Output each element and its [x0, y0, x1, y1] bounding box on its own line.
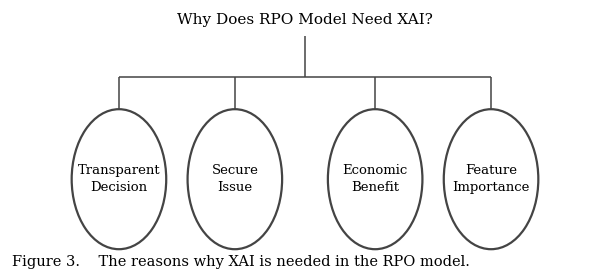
Text: Figure 3.    The reasons why XAI is needed in the RPO model.: Figure 3. The reasons why XAI is needed … [12, 255, 470, 269]
Ellipse shape [72, 109, 166, 249]
Text: Economic
Benefit: Economic Benefit [343, 164, 407, 194]
Ellipse shape [444, 109, 539, 249]
Ellipse shape [328, 109, 422, 249]
Text: Why Does RPO Model Need XAI?: Why Does RPO Model Need XAI? [177, 13, 433, 27]
Ellipse shape [188, 109, 282, 249]
Text: Feature
Importance: Feature Importance [453, 164, 529, 194]
Text: Transparent
Decision: Transparent Decision [77, 164, 160, 194]
Text: Secure
Issue: Secure Issue [212, 164, 258, 194]
